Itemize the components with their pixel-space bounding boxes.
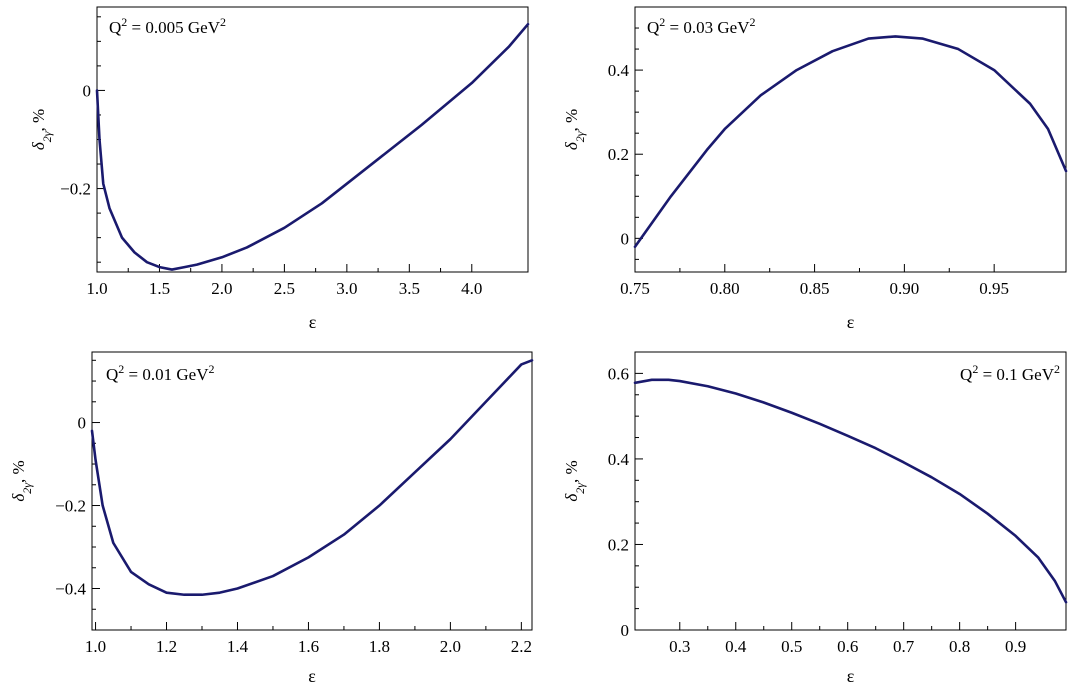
plot-frame <box>91 351 533 631</box>
x-axis-label: ε <box>847 312 855 332</box>
x-tick-label: 2.0 <box>440 637 461 656</box>
y-axis-label: δ2γ, % <box>9 460 34 501</box>
panel-1: 1.0 1.5 2.0 2.5 3.0 3.5 4.0 0 −0.2 Q2 = 0.005 GeV… <box>29 6 530 332</box>
plot-frame <box>634 6 1067 273</box>
x-tick-label: 3.0 <box>336 279 357 298</box>
x-tick-label: 2.0 <box>211 279 232 298</box>
x-tick-label: 0.6 <box>837 637 858 656</box>
x-tick-label: 0.7 <box>893 637 915 656</box>
x-tick-label: 0.8 <box>949 637 970 656</box>
panel-title: Q2 = 0.005 GeV2 <box>109 15 226 37</box>
x-tick-label: 0.9 <box>1005 637 1026 656</box>
x-tick-label: 0.3 <box>669 637 690 656</box>
y-tick-label: 0.4 <box>608 61 630 80</box>
y-tick-label: −0.2 <box>60 180 91 199</box>
y-axis-label-group: δ2γ, % <box>562 109 587 150</box>
y-tick-label: 0 <box>621 229 630 248</box>
x-axis-label: ε <box>847 666 855 686</box>
y-tick-label: 0.6 <box>608 364 629 383</box>
panel-4: 0.3 0.4 0.5 0.6 0.7 0.8 0.9 0 0.2 0.4 0.6 Q2 = 0.1 … <box>562 351 1068 686</box>
x-tick-label: 1.0 <box>86 279 107 298</box>
x-tick-label: 1.2 <box>156 637 177 656</box>
panel-title: Q2 = 0.1 GeV2 <box>960 362 1060 384</box>
series-line <box>90 359 534 597</box>
y-axis-label: δ2γ, % <box>562 109 587 150</box>
x-tick-label: 0.75 <box>620 279 650 298</box>
plot-frame <box>634 351 1067 631</box>
x-tick-label: 1.6 <box>298 637 319 656</box>
y-axis-label: δ2γ, % <box>29 109 54 150</box>
series-line <box>95 22 530 271</box>
x-tick-label: 1.8 <box>369 637 390 656</box>
x-axis-label: ε <box>308 666 316 686</box>
y-axis-label-group: δ2γ, % <box>29 109 54 150</box>
y-tick-label: 0 <box>621 621 630 640</box>
x-axis-label: ε <box>309 312 317 332</box>
y-axis-label: δ2γ, % <box>562 460 587 501</box>
x-tick-label: 0.80 <box>710 279 740 298</box>
y-tick-label: −0.4 <box>55 580 86 599</box>
y-tick-label: 0 <box>83 81 92 100</box>
y-tick-label: 0 <box>78 414 87 433</box>
y-axis-label-group: δ2γ, % <box>9 460 34 501</box>
x-tick-label: 3.5 <box>399 279 420 298</box>
y-tick-label: 0.4 <box>608 450 630 469</box>
x-tick-label: 4.0 <box>461 279 482 298</box>
panel-title: Q2 = 0.01 GeV2 <box>106 362 214 384</box>
x-tick-label: 1.4 <box>227 637 249 656</box>
series-line <box>633 378 1068 604</box>
x-tick-label: 0.5 <box>781 637 802 656</box>
x-tick-label: 1.5 <box>149 279 170 298</box>
x-tick-label: 2.2 <box>511 637 532 656</box>
y-axis-label-group: δ2γ, % <box>562 460 587 501</box>
x-tick-label: 1.0 <box>85 637 106 656</box>
series-line <box>633 35 1068 249</box>
x-tick-label: 0.90 <box>890 279 920 298</box>
panels: 1.0 1.5 2.0 2.5 3.0 3.5 4.0 0 −0.2 Q2 = 0.005 GeV… <box>9 6 1068 686</box>
panel-2: 0.75 0.80 0.85 0.90 0.95 0 0.2 0.4 Q2 = 0.03 GeV… <box>562 6 1068 332</box>
x-tick-label: 0.95 <box>979 279 1009 298</box>
y-tick-label: 0.2 <box>608 535 629 554</box>
y-tick-label: −0.2 <box>55 497 86 516</box>
y-tick-label: 0.2 <box>608 145 629 164</box>
plot-frame <box>96 6 529 273</box>
x-tick-label: 0.4 <box>725 637 747 656</box>
panel-3: 1.0 1.2 1.4 1.6 1.8 2.0 2.2 0 −0.2 −0.4 Q2 = 0.01 … <box>9 351 534 686</box>
x-tick-label: 2.5 <box>274 279 295 298</box>
panel-title: Q2 = 0.03 GeV2 <box>647 15 755 37</box>
x-tick-label: 0.85 <box>800 279 830 298</box>
